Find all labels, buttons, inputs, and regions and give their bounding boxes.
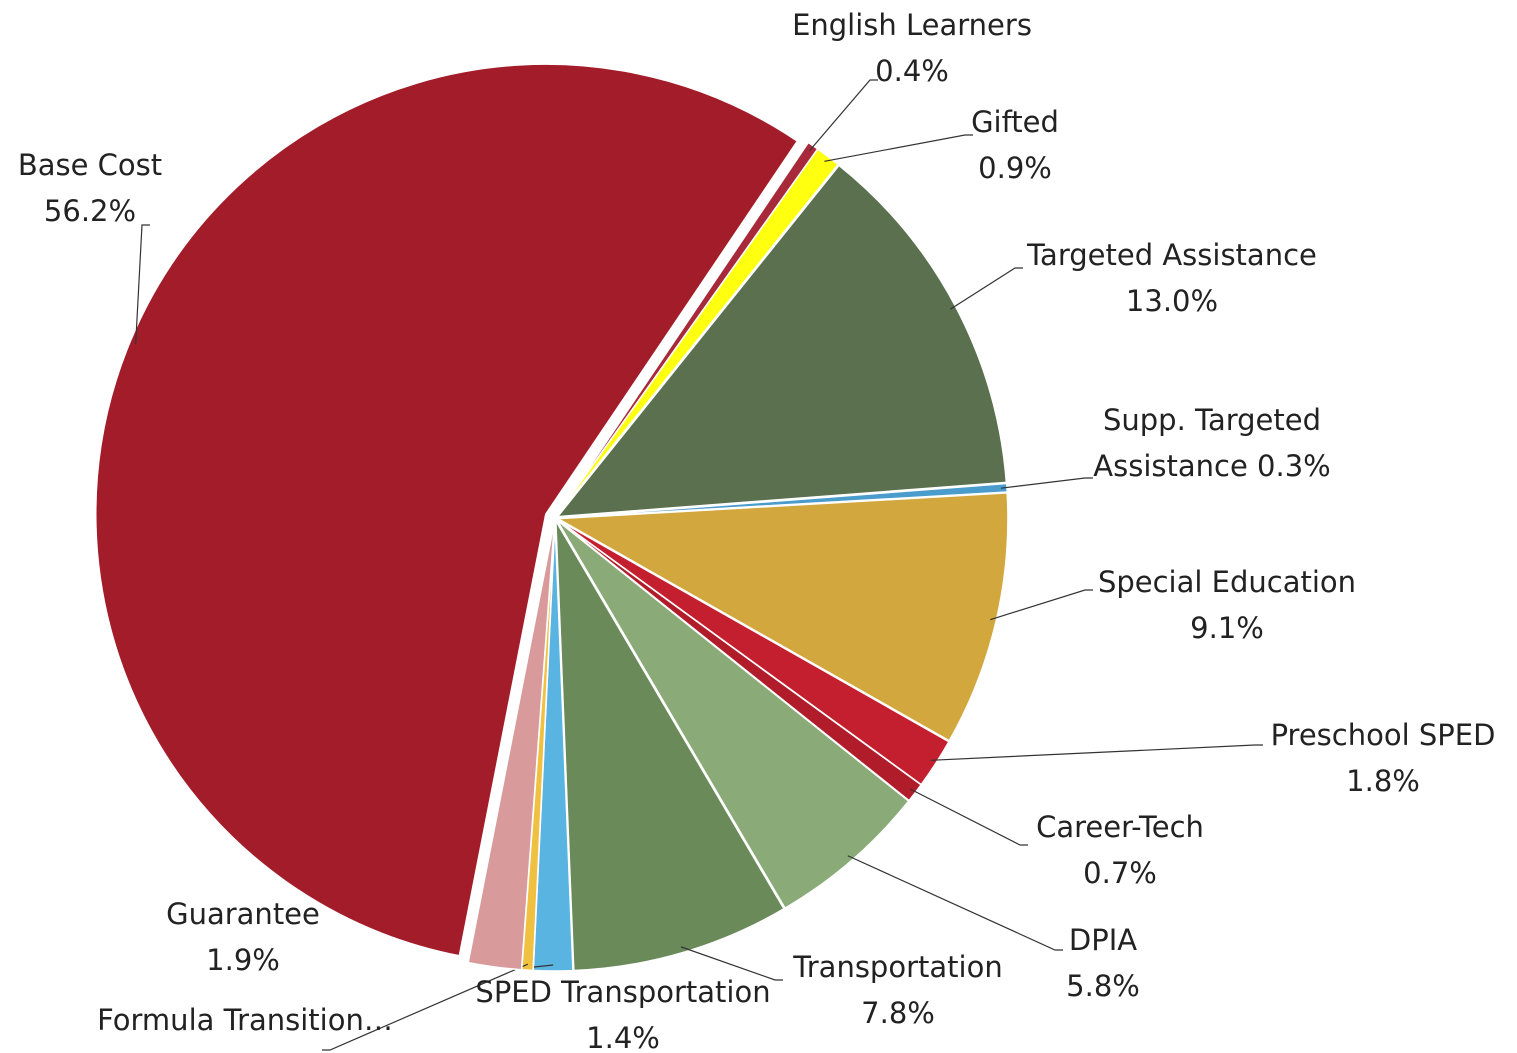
category-label: Supp. Targeted Assistance xyxy=(1093,403,1321,483)
leader-line xyxy=(930,744,1263,761)
value-label: 5.8% xyxy=(1066,969,1140,1003)
category-label: Career-Tech xyxy=(1036,810,1204,844)
category-label: Gifted xyxy=(971,105,1059,139)
category-label: SPED Transportation xyxy=(475,975,771,1009)
slice-label: Formula Transition… xyxy=(97,997,393,1043)
leader-line xyxy=(135,224,150,345)
category-label: English Learners xyxy=(792,8,1032,42)
leader-line xyxy=(809,79,878,151)
category-label: Formula Transition… xyxy=(97,1003,393,1037)
leader-line xyxy=(680,946,783,981)
slice-label: Transportation 7.8% xyxy=(793,944,1002,1036)
value-label: 1.9% xyxy=(206,943,280,977)
slice-label: Guarantee 1.9% xyxy=(166,891,320,983)
slice-label: Preschool SPED 1.8% xyxy=(1271,712,1496,804)
pie-slice xyxy=(95,63,799,957)
leader-line xyxy=(847,855,1063,951)
value-label: 7.8% xyxy=(861,996,935,1030)
pie-slice xyxy=(467,520,556,971)
category-label: Preschool SPED xyxy=(1270,718,1496,752)
category-label: DPIA xyxy=(1068,923,1138,957)
slice-label: Base Cost 56.2% xyxy=(18,142,162,234)
category-label: Special Education xyxy=(1097,565,1357,599)
category-label: Targeted Assistance xyxy=(1027,238,1317,272)
slice-label: Targeted Assistance 13.0% xyxy=(1027,232,1317,324)
value-label: 0.3% xyxy=(1257,449,1331,483)
slice-label: English Learners 0.4% xyxy=(792,2,1032,94)
slice-label: Career-Tech 0.7% xyxy=(1036,804,1204,896)
category-label: Base Cost xyxy=(17,148,163,182)
leader-line xyxy=(949,267,1023,310)
leader-line xyxy=(322,963,529,1051)
pie-slice xyxy=(555,492,1009,742)
value-label: 0.4% xyxy=(875,54,949,88)
value-label: 9.1% xyxy=(1190,611,1264,645)
leader-line xyxy=(990,589,1093,621)
pie-slice xyxy=(556,519,910,910)
value-label: 1.8% xyxy=(1346,764,1420,798)
slice-label: Gifted 0.9% xyxy=(971,99,1059,191)
pie-slice xyxy=(556,147,840,517)
value-label: 13.0% xyxy=(1125,284,1219,318)
slice-label: DPIA 5.8% xyxy=(1066,917,1140,1009)
value-label: 56.2% xyxy=(43,194,137,228)
slice-label: SPED Transportation 1.4% xyxy=(475,969,770,1053)
slice-label: Supp. Targeted Assistance 0.3% xyxy=(1082,397,1342,489)
value-label: 1.4% xyxy=(586,1021,660,1053)
value-label: 0.7% xyxy=(1083,856,1157,890)
pie-slice xyxy=(555,520,785,972)
slice-label: Special Education 9.1% xyxy=(1098,559,1356,651)
leader-line xyxy=(824,134,973,162)
value-label: 0.9% xyxy=(978,151,1052,185)
category-label: Guarantee xyxy=(166,897,320,931)
leader-line xyxy=(1000,477,1093,489)
leader-line xyxy=(910,788,1028,846)
category-label: Transportation xyxy=(793,950,1003,984)
